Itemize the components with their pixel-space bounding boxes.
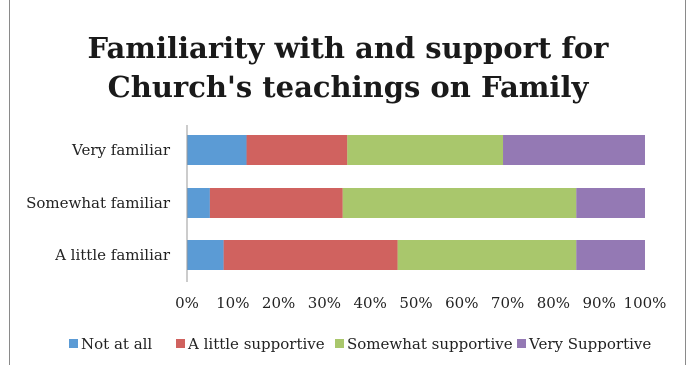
legend-label: Somewhat supportive — [347, 335, 513, 353]
bar-area — [187, 135, 645, 270]
x-tick-label: 20% — [262, 294, 295, 312]
x-tick-label: 60% — [445, 294, 478, 312]
x-tick-label: 40% — [354, 294, 387, 312]
x-tick-label: 30% — [308, 294, 341, 312]
bar-segment — [187, 135, 247, 165]
bar-segment — [397, 240, 577, 270]
legend-swatch — [517, 339, 526, 348]
bar-segment — [576, 188, 645, 218]
x-tick-label: 0% — [175, 294, 199, 312]
x-tick-label: 90% — [583, 294, 616, 312]
bar-segment — [576, 240, 645, 270]
legend-swatch — [335, 339, 344, 348]
bar-segment — [347, 135, 504, 165]
category-label: A little familiar — [54, 246, 171, 264]
category-labels: Very familiar Somewhat familiar A little f… — [26, 141, 171, 264]
legend-label: Not at all — [81, 335, 152, 353]
bar-segment — [187, 240, 224, 270]
bar-segment — [342, 188, 577, 218]
x-axis-ticks: 0% 10% 20% 30% 40% 50% 60% 70% 80% 90% 100% — [175, 294, 666, 312]
x-tick-label: 70% — [491, 294, 524, 312]
x-tick-label: 80% — [537, 294, 570, 312]
bar-segment — [246, 135, 348, 165]
legend-label: A little supportive — [187, 335, 325, 353]
legend: Not at all A little supportive Somewhat su… — [69, 335, 651, 353]
x-tick-label: 100% — [624, 294, 667, 312]
legend-label: Very Supportive — [528, 335, 651, 353]
legend-swatch — [69, 339, 78, 348]
bar-segment — [223, 240, 398, 270]
x-tick-label: 10% — [216, 294, 249, 312]
category-label: Very familiar — [71, 141, 171, 159]
category-label: Somewhat familiar — [26, 194, 171, 212]
bar-segment — [187, 188, 210, 218]
bar-segment — [209, 188, 343, 218]
bar-segment — [503, 135, 645, 165]
chart-title-line-1: Familiarity with and support for — [88, 31, 610, 65]
chart-frame: Familiarity with and support for Church'… — [9, 0, 686, 365]
legend-swatch — [176, 339, 185, 348]
stacked-bar-chart: Familiarity with and support for Church'… — [26, 31, 666, 353]
chart-title-line-2: Church's teachings on Family — [108, 70, 590, 104]
x-tick-label: 50% — [399, 294, 432, 312]
